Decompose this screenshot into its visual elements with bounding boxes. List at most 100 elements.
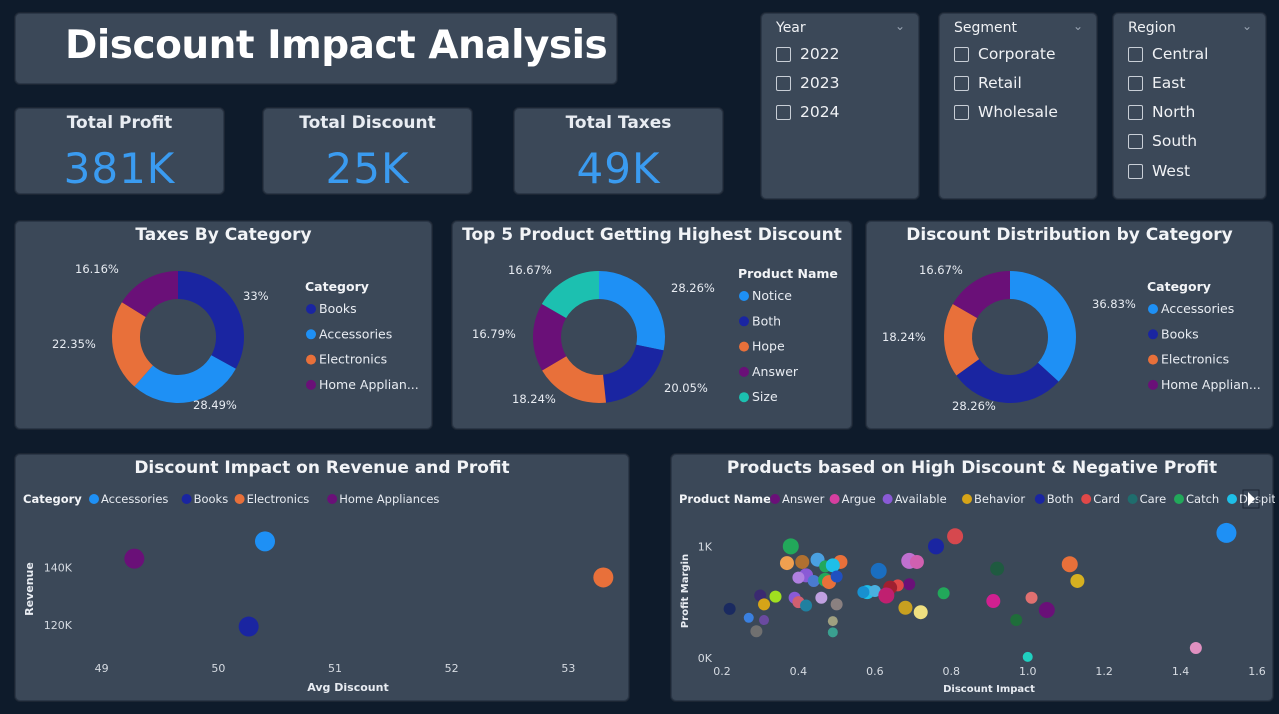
- slicer-option-retail[interactable]: Retail: [954, 74, 1022, 92]
- scatter-point[interactable]: [1010, 614, 1023, 627]
- checkbox[interactable]: [1128, 104, 1143, 120]
- legend-next-arrow-icon[interactable]: [1248, 492, 1255, 506]
- slicer-option-corporate[interactable]: Corporate: [954, 45, 1056, 63]
- legend-item[interactable]: Home Applian...: [1161, 377, 1261, 392]
- scatter-point[interactable]: [827, 616, 838, 627]
- legend-item[interactable]: Card: [1093, 492, 1120, 506]
- slicer-option-west[interactable]: West: [1128, 162, 1190, 180]
- scatter-point[interactable]: [990, 561, 1005, 576]
- legend-item[interactable]: Hope: [752, 339, 785, 354]
- scatter-point[interactable]: [1070, 573, 1085, 588]
- checkbox[interactable]: [1128, 163, 1143, 179]
- legend-item[interactable]: Despite: [1239, 492, 1275, 506]
- legend-item[interactable]: Notice: [752, 288, 792, 303]
- scatter-point[interactable]: [792, 571, 805, 584]
- donut-slice[interactable]: [541, 271, 599, 319]
- legend-item[interactable]: Accessories: [101, 492, 168, 506]
- legend-item[interactable]: Available: [895, 492, 947, 506]
- donut-slice[interactable]: [599, 271, 665, 351]
- scatter-point[interactable]: [898, 600, 913, 615]
- scatter-point[interactable]: [800, 599, 813, 612]
- scatter-point[interactable]: [593, 567, 614, 588]
- scatter-point[interactable]: [758, 598, 771, 611]
- scatter-point[interactable]: [815, 591, 828, 604]
- donut-slice[interactable]: [533, 304, 567, 371]
- legend-next-button[interactable]: [1242, 489, 1260, 509]
- donut-slice[interactable]: [178, 271, 244, 369]
- slicer-option-north[interactable]: North: [1128, 103, 1195, 121]
- scatter-point[interactable]: [1061, 556, 1078, 573]
- scatter-point[interactable]: [723, 602, 736, 615]
- checkbox[interactable]: [954, 75, 969, 91]
- slicer-option-central[interactable]: Central: [1128, 45, 1208, 63]
- scatter-point[interactable]: [913, 605, 928, 620]
- legend-item[interactable]: Size: [752, 389, 778, 404]
- checkbox[interactable]: [776, 104, 791, 120]
- scatter-point[interactable]: [1022, 651, 1033, 662]
- scatter-point[interactable]: [909, 554, 924, 569]
- donut-slice[interactable]: [952, 271, 1010, 319]
- scatter-point[interactable]: [857, 586, 870, 599]
- legend-item[interactable]: Accessories: [1161, 301, 1234, 316]
- scatter-point[interactable]: [255, 531, 275, 552]
- scatter-point[interactable]: [759, 615, 770, 626]
- scatter-point[interactable]: [1025, 591, 1038, 604]
- legend-item[interactable]: Home Appliances: [339, 492, 439, 506]
- legend-item[interactable]: Electronics: [1161, 352, 1229, 367]
- donut-slice[interactable]: [121, 271, 178, 317]
- chevron-down-icon[interactable]: ⌄: [1241, 19, 1252, 33]
- scatter-point[interactable]: [1189, 641, 1202, 654]
- checkbox[interactable]: [776, 46, 791, 62]
- scatter-point[interactable]: [937, 587, 950, 600]
- scatter-point[interactable]: [870, 562, 887, 579]
- checkbox[interactable]: [954, 104, 969, 120]
- legend-item[interactable]: Both: [1047, 492, 1074, 506]
- legend-item[interactable]: Home Applian...: [319, 377, 419, 392]
- chevron-down-icon[interactable]: ⌄: [894, 19, 905, 33]
- scatter-point[interactable]: [782, 538, 799, 555]
- donut-slice[interactable]: [112, 302, 153, 387]
- scatter-point[interactable]: [827, 627, 838, 638]
- donut-slice[interactable]: [542, 356, 607, 403]
- legend-item[interactable]: Catch: [1186, 492, 1219, 506]
- legend-item[interactable]: Books: [319, 301, 357, 316]
- legend-item[interactable]: Accessories: [319, 326, 392, 341]
- scatter-point[interactable]: [769, 590, 782, 603]
- checkbox[interactable]: [954, 46, 969, 62]
- checkbox[interactable]: [1128, 133, 1143, 149]
- scatter-point[interactable]: [807, 574, 820, 587]
- legend-item[interactable]: Care: [1140, 492, 1167, 506]
- slicer-option-2023[interactable]: 2023: [776, 74, 839, 92]
- donut-slice[interactable]: [1010, 271, 1076, 382]
- legend-item[interactable]: Argue: [842, 492, 876, 506]
- checkbox[interactable]: [1128, 46, 1143, 62]
- scatter-point[interactable]: [986, 594, 1001, 609]
- checkbox[interactable]: [1128, 75, 1143, 91]
- scatter-point[interactable]: [238, 616, 259, 637]
- scatter-point[interactable]: [947, 528, 964, 545]
- slicer-option-2022[interactable]: 2022: [776, 45, 839, 63]
- legend-item[interactable]: Answer: [752, 364, 799, 379]
- scatter-point[interactable]: [830, 598, 843, 611]
- scatter-point[interactable]: [750, 625, 763, 638]
- scatter-point[interactable]: [868, 585, 881, 597]
- donut-slice[interactable]: [944, 304, 980, 376]
- scatter-point[interactable]: [825, 558, 840, 573]
- slicer-option-south[interactable]: South: [1128, 132, 1197, 150]
- donut-slice[interactable]: [603, 344, 664, 403]
- scatter-point[interactable]: [795, 554, 810, 569]
- scatter-point[interactable]: [928, 538, 944, 555]
- scatter-point[interactable]: [779, 556, 794, 571]
- legend-item[interactable]: Electronics: [247, 492, 310, 506]
- scatter-point[interactable]: [830, 570, 843, 583]
- donut-slice[interactable]: [134, 355, 236, 403]
- slicer-option-east[interactable]: East: [1128, 74, 1185, 92]
- scatter-point[interactable]: [743, 612, 754, 623]
- legend-item[interactable]: Books: [194, 492, 229, 506]
- legend-item[interactable]: Electronics: [319, 352, 387, 367]
- scatter-point[interactable]: [903, 578, 916, 591]
- slicer-option-wholesale[interactable]: Wholesale: [954, 103, 1058, 121]
- slicer-option-2024[interactable]: 2024: [776, 103, 839, 121]
- scatter-point[interactable]: [124, 548, 145, 569]
- scatter-point[interactable]: [1038, 601, 1055, 618]
